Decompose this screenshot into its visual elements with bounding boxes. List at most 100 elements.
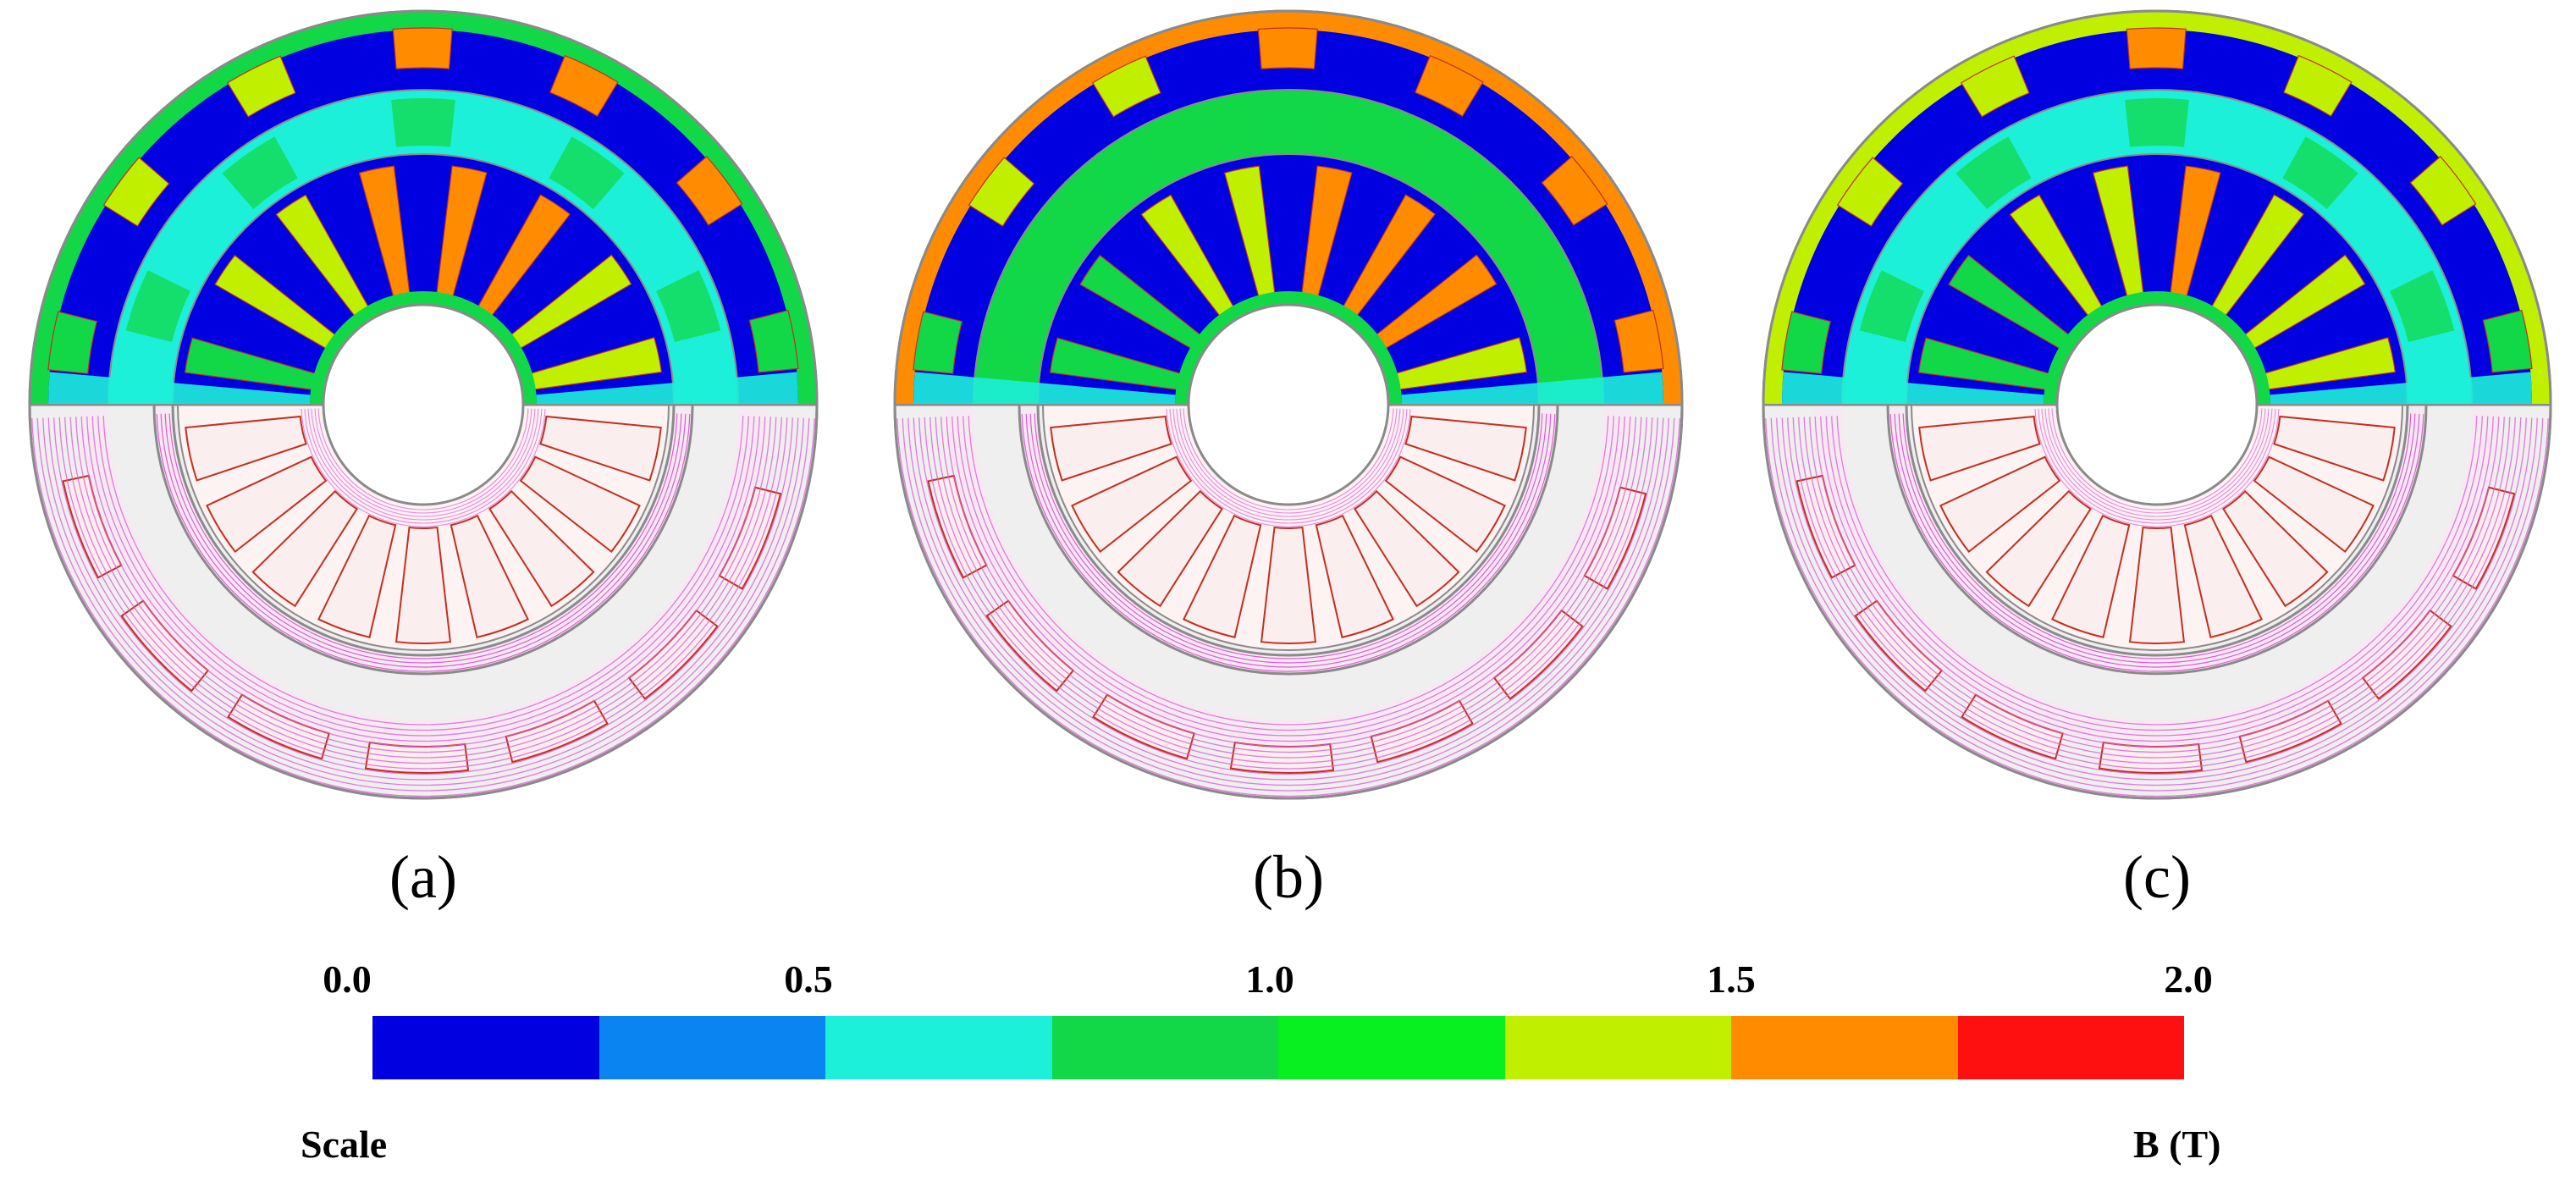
flux-line-outer (963, 416, 1614, 731)
flux-line-inner (304, 408, 543, 524)
lower-inner-slot (1071, 455, 1193, 554)
lower-inner-slot (2273, 415, 2396, 482)
upper-rotor-patch (2125, 98, 2189, 147)
flux-line-outer (97, 416, 749, 731)
flux-line-outer (907, 417, 1669, 786)
flux-line-outer (924, 417, 1653, 770)
flux-line-inner (2041, 408, 2273, 521)
upper-right-strip (536, 372, 798, 405)
flux-line-outer (902, 417, 1675, 792)
flux-line-rotor (156, 413, 691, 672)
lower-inner-slot (317, 514, 397, 638)
upper-rotor-patch (2282, 136, 2358, 210)
colorbar-segment-0 (372, 1016, 599, 1079)
upper-rotor-patch (990, 270, 1056, 342)
flux-line-outer (64, 417, 782, 764)
flux-line-outer (968, 416, 1609, 726)
panel-label-b: (b) (1253, 843, 1324, 911)
upper-right-strip (2270, 372, 2532, 405)
lower-inner-slot (519, 455, 641, 554)
motor-diagrams (28, 9, 2552, 800)
flux-line-outer (1776, 417, 2538, 786)
lower-inner-slot (1384, 455, 1506, 554)
flux-line-outer (1825, 416, 2489, 737)
flux-line-rotor (168, 413, 678, 659)
motor-a (28, 9, 819, 800)
flux-line-inner (2048, 408, 2266, 514)
upper-outer-tooth (676, 156, 743, 226)
upper-left-strip (48, 372, 311, 405)
flux-line-rotor (160, 413, 687, 668)
flux-line-outer (31, 418, 815, 797)
colorbar-tick-0: 0.0 (323, 957, 372, 1001)
upper-rotor-patch (1414, 136, 1490, 210)
flux-line-outer (36, 417, 810, 792)
flux-line-rotor (1029, 413, 1547, 664)
flux-line-outer (1836, 416, 2478, 726)
flux-line-inner (311, 408, 536, 517)
flux-line-outer (940, 417, 1636, 753)
bore (2055, 303, 2259, 506)
flux-line-outer (952, 416, 1625, 742)
lower-inner-slot (2128, 526, 2186, 644)
lower-inner-slot (394, 526, 452, 644)
upper-rotor-patch (1859, 270, 1924, 342)
bore (322, 303, 525, 506)
flux-line-outer (957, 416, 1620, 737)
upper-inner-yoke (1175, 291, 1402, 405)
lower-inner-slot (1050, 415, 1172, 482)
upper-outer-tooth (748, 309, 799, 373)
lower-inner-slot (539, 415, 662, 482)
flux-line-outer (80, 417, 766, 748)
flux-line-outer (1831, 416, 2483, 731)
lower-inner-slot (1939, 455, 2061, 554)
colorbar-tick-3: 1.5 (1707, 957, 1756, 1001)
upper-rotor-patch (125, 270, 190, 342)
flux-line-outer (1803, 417, 2511, 759)
flux-line-outer (896, 418, 1680, 797)
colorbar (372, 1016, 2184, 1079)
upper-inner-yoke (2044, 291, 2270, 405)
upper-rotor-patch (656, 270, 721, 342)
lower-inner-slot (488, 489, 595, 608)
bore (1187, 303, 1390, 506)
flux-line-outer (913, 417, 1664, 781)
flux-line-outer (1781, 417, 2533, 781)
flux-line-outer (58, 417, 788, 770)
flux-line-outer (69, 417, 777, 759)
colorbar-segment-3 (1051, 1016, 1278, 1079)
flux-line-rotor (164, 413, 682, 664)
colorbar-tick-4: 2.0 (2164, 957, 2213, 1001)
flux-line-outer (75, 417, 771, 753)
flux-line-rotor (1902, 413, 2412, 659)
colorbar-segment-4 (1278, 1016, 1505, 1079)
colorbar-segment-7 (1957, 1016, 2184, 1079)
lower-inner-slot (1985, 489, 2092, 608)
flux-line-inner (1179, 408, 1398, 514)
upper-outer-tooth (1541, 156, 1608, 226)
flux-line-outer (918, 417, 1658, 775)
flux-line-outer (86, 416, 760, 742)
upper-left-strip (1782, 372, 2044, 405)
panel-label-a: (a) (389, 843, 457, 911)
lower-inner-slot (185, 415, 307, 482)
motor-c (1762, 9, 2552, 800)
flux-line-rotor (1021, 413, 1556, 672)
upper-outer-tooth (1091, 55, 1161, 118)
upper-outer-tooth (2409, 156, 2477, 226)
flux-line-inner (1166, 409, 1411, 527)
lower-inner-slot (1117, 489, 1223, 608)
colorbar-segment-1 (598, 1016, 825, 1079)
flux-line-outer (1814, 417, 2500, 748)
scale-label: Scale (301, 1123, 388, 1166)
flux-line-inner (1172, 408, 1404, 521)
upper-right-strip (1401, 372, 1664, 405)
flux-line-rotor (1898, 413, 2416, 664)
lower-inner-slot (2051, 514, 2131, 638)
upper-outer-tooth (1613, 309, 1664, 373)
flux-line-outer (1787, 417, 2527, 775)
flux-line-inner (2044, 408, 2270, 517)
flux-line-inner (307, 408, 539, 521)
upper-outer-tooth (913, 311, 963, 374)
upper-rotor-patch (1521, 270, 1586, 342)
